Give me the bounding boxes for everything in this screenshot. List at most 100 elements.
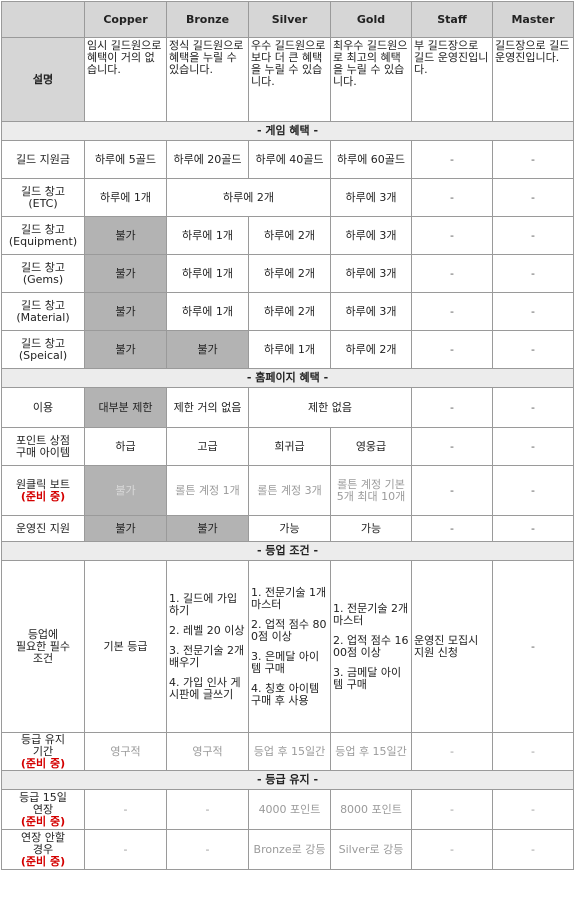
row-label: 이용 [1, 387, 85, 428]
cell: 불가 [166, 515, 249, 542]
cell: 제한 없음 [248, 387, 412, 428]
section-tier-maintenance: - 등급 유지 - [1, 770, 574, 790]
row-label: 원클릭 보트 (준비 중) [1, 465, 85, 516]
preparing-badge: (준비 중) [20, 756, 66, 770]
cell: 롤튼 계정 3개 [248, 465, 331, 516]
cell: - [411, 427, 493, 466]
cell: - [411, 254, 493, 293]
list-item: 2. 업적 점수 800점 이상 [251, 617, 327, 643]
guild-tier-table: Copper Bronze Silver Gold Staff Master 설… [1, 1, 574, 870]
row-label-text: 연장 [32, 802, 54, 816]
row-label: 길드 창고 (Speical) [1, 330, 85, 369]
cell: - [492, 560, 574, 733]
cell: 하루에 3개 [330, 292, 412, 331]
list-item: 4. 가입 인사 게시판에 글쓰기 [169, 675, 241, 701]
cell: 불가 [84, 292, 167, 331]
section-title: - 등급 유지 - [1, 770, 574, 790]
table-row: 연장 안할 경우 (준비 중) - - Bronze로 강등 Silver로 강등 … [1, 829, 574, 870]
cell: - [492, 140, 574, 179]
cell: Silver로 강등 [330, 829, 412, 870]
cell: 하루에 1개 [166, 254, 249, 293]
cell: 희귀급 [248, 427, 331, 466]
desc-copper: 임시 길드원으로 혜택이 거의 없습니다. [84, 37, 167, 122]
cell: - [166, 789, 249, 830]
cell: - [411, 292, 493, 331]
table-row: 등급 15일 연장 (준비 중) - - 4000 포인트 8000 포인트 - - [1, 789, 574, 830]
row-label-sub: (Gems) [22, 272, 64, 286]
row-label-text: 포인트 상점 [15, 433, 71, 447]
row-label: 등업에 필요한 필수 조건 [1, 560, 85, 733]
cell: - [166, 829, 249, 870]
cell: - [492, 789, 574, 830]
cell: 하루에 2개 [166, 178, 331, 217]
description-row: 설명 임시 길드원으로 혜택이 거의 없습니다. 정식 길드원으로 혜택을 누릴… [1, 37, 574, 122]
cell: - [492, 216, 574, 255]
levelup-row: 등업에 필요한 필수 조건 기본 등급 1. 길드에 가입하기 2. 레벨 20 이… [1, 560, 574, 733]
list-item: 1. 전문기술 1개 마스터 [251, 585, 327, 611]
row-label-text: 길드 지원금 [15, 152, 71, 166]
cell: 고급 [166, 427, 249, 466]
desc-master: 길드장으로 길드 운영진입니다. [492, 37, 574, 122]
desc-staff: 부 길드장으로 길드 운영진입니다. [411, 37, 493, 122]
cell: 하루에 1개 [166, 216, 249, 255]
cell: 하루에 3개 [330, 216, 412, 255]
cell: - [84, 789, 167, 830]
row-label-text: 길드 창고 [21, 184, 65, 198]
row-label-sub: 구매 아이템 [15, 445, 71, 459]
table-row: 길드 지원금 하루에 5골드 하루에 20골드 하루에 40골드 하루에 60골… [1, 140, 574, 179]
row-label: 운영진 지원 [1, 515, 85, 542]
cell: 하루에 1개 [166, 292, 249, 331]
cell: 불가 [84, 216, 167, 255]
cell: - [411, 732, 493, 771]
section-title: - 등업 조건 - [1, 541, 574, 561]
cell: Bronze로 강등 [248, 829, 331, 870]
cell: 하급 [84, 427, 167, 466]
cell: - [411, 216, 493, 255]
cell: 등업 후 15일간 [248, 732, 331, 771]
table-row: 길드 창고 (ETC) 하루에 1개 하루에 2개 하루에 3개 - - [1, 178, 574, 217]
cell: 기본 등급 [84, 560, 167, 733]
row-label-text: 길드 창고 [21, 260, 65, 274]
cell: - [492, 465, 574, 516]
list-item: 1. 길드에 가입하기 [169, 591, 238, 617]
section-game-benefits: - 게임 혜택 - [1, 121, 574, 141]
cell: 영웅급 [330, 427, 412, 466]
cell: 하루에 60골드 [330, 140, 412, 179]
row-label: 길드 창고 (Gems) [1, 254, 85, 293]
cell: - [492, 829, 574, 870]
table-row: 이용 대부분 제한 제한 거의 없음 제한 없음 - - [1, 387, 574, 428]
condition-list-gold: 1. 전문기술 2개 마스터 2. 업적 점수 1600점 이상 3. 금메달 … [330, 560, 412, 733]
table-row: 포인트 상점 구매 아이템 하급 고급 희귀급 영웅급 - - [1, 427, 574, 466]
condition-list-bronze: 1. 길드에 가입하기 2. 레벨 20 이상 3. 전문기술 2개 배우기 4… [166, 560, 249, 733]
desc-gold: 최우수 길드원으로 최고의 혜택을 누릴 수 있습니다. [330, 37, 412, 122]
row-label: 길드 창고 (Material) [1, 292, 85, 331]
row-label-text: 연장 안할 [21, 830, 65, 844]
cell: 하루에 2개 [330, 330, 412, 369]
row-label-sub: (Equipment) [8, 234, 78, 248]
row-label: 길드 지원금 [1, 140, 85, 179]
row-label-sub: (ETC) [28, 196, 58, 210]
cell: 하루에 5골드 [84, 140, 167, 179]
cell: - [411, 387, 493, 428]
cell: 가능 [330, 515, 412, 542]
table-row: 길드 창고 (Speical) 불가 불가 하루에 1개 하루에 2개 - - [1, 330, 574, 369]
row-label-text: 길드 창고 [21, 298, 65, 312]
cell: 4000 포인트 [248, 789, 331, 830]
cell: - [492, 330, 574, 369]
row-label: 등급 유지 기간 (준비 중) [1, 732, 85, 771]
cell: 하루에 2개 [248, 292, 331, 331]
condition-list-silver: 1. 전문기술 1개 마스터 2. 업적 점수 800점 이상 3. 은메달 아… [248, 560, 331, 733]
section-homepage-benefits: - 홈페이지 혜택 - [1, 368, 574, 388]
row-label: 길드 창고 (Equipment) [1, 216, 85, 255]
cell: - [492, 387, 574, 428]
desc-silver: 우수 길드원으로 보다 더 큰 혜택을 누릴 수 있습니다. [248, 37, 331, 122]
cell: 영구적 [84, 732, 167, 771]
row-label: 포인트 상점 구매 아이템 [1, 427, 85, 466]
cell: - [411, 465, 493, 516]
cell: 롤튼 계정 기본 5개 최대 10개 [330, 465, 412, 516]
cell: - [411, 829, 493, 870]
cell: 등업 후 15일간 [330, 732, 412, 771]
tier-header-master: Master [492, 1, 574, 38]
row-label-text: 등업에 [27, 627, 59, 641]
list-item: 3. 은메달 아이템 구매 [251, 649, 320, 675]
